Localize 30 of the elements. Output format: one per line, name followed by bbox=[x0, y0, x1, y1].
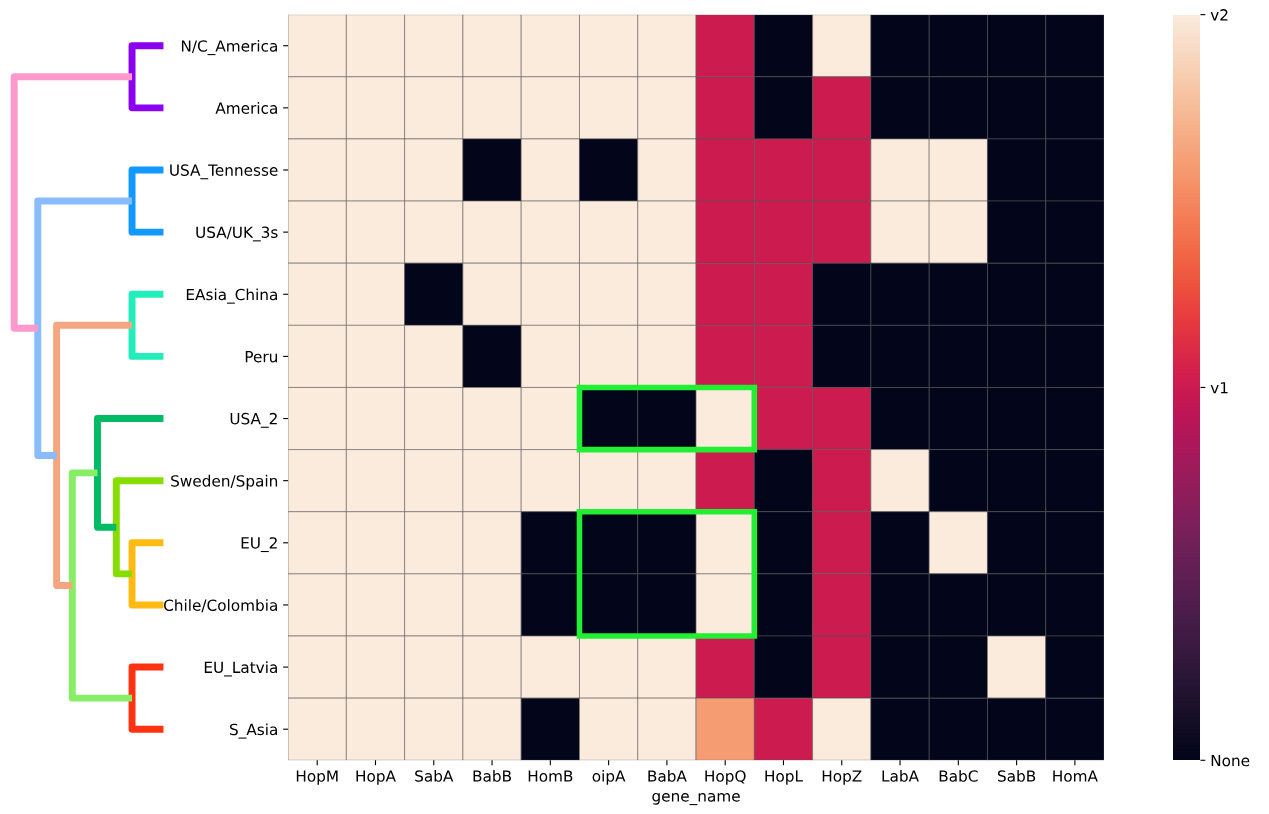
y-tick-label: EAsia_China bbox=[186, 288, 277, 304]
x-tick-label: BabC bbox=[939, 770, 978, 782]
y-tick-label: America bbox=[215, 102, 277, 114]
x-tick-label: HopZ bbox=[822, 770, 862, 785]
y-tick-label: Peru bbox=[245, 351, 277, 363]
x-tick-label: HopL bbox=[765, 770, 803, 785]
y-tick-label: USA_2 bbox=[230, 412, 277, 428]
y-tick-label: EU_Latvia bbox=[204, 661, 277, 677]
y-tick-label: USA_Tennesse bbox=[170, 164, 278, 180]
x-tick-label: HopA bbox=[356, 770, 396, 785]
x-tick-label: HopQ bbox=[705, 770, 746, 785]
x-tick-label: LabA bbox=[882, 770, 919, 782]
y-tick-label: Sweden/Spain bbox=[171, 474, 278, 490]
x-tick-label: SabA bbox=[415, 770, 454, 782]
color-bar-label: None bbox=[1211, 754, 1250, 767]
x-tick-label: oipA bbox=[592, 770, 626, 785]
x-tick-label: HomB bbox=[528, 770, 573, 782]
x-tick-label: HomA bbox=[1053, 770, 1098, 782]
y-tick-label: N/C_America bbox=[181, 39, 277, 56]
x-axis-title: gene_name bbox=[652, 792, 740, 806]
y-tick-label: S_Asia bbox=[229, 723, 277, 739]
y-tick-label: Chile/Colombia bbox=[164, 599, 277, 613]
x-tick-label: HopM bbox=[296, 770, 338, 785]
x-tick-label: BabB bbox=[473, 770, 511, 782]
x-tick-label: BabA bbox=[648, 770, 687, 782]
y-tick-label: USA/UK_3s bbox=[196, 226, 278, 242]
color-bar-label: v1 bbox=[1210, 382, 1228, 394]
color-bar-label: v2 bbox=[1210, 9, 1228, 21]
y-tick-label: EU_2 bbox=[241, 537, 277, 553]
x-tick-label: SabB bbox=[997, 770, 1036, 782]
